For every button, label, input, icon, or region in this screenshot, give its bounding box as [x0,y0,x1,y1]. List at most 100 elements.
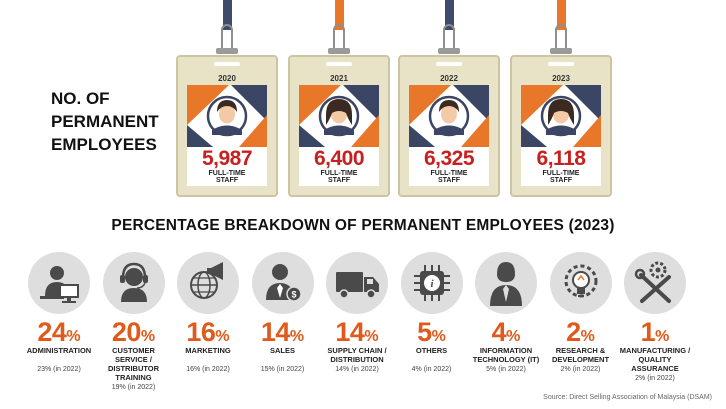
percentage-value: 14 [335,317,365,347]
percentage-symbol: % [140,328,156,345]
percentage-symbol: % [580,328,595,345]
percentage-value: 2 [566,317,581,347]
badge-card: 6,400 FULL-TIME STAFF [299,85,379,186]
percentage-symbol: % [289,328,305,345]
category-previous-year: 2% (in 2022) [635,375,675,382]
category-percentage: 24% [22,318,96,346]
badge-clip-bar [550,48,572,54]
category-previous-year: 15% (in 2022) [260,366,305,373]
category-item: 24% ADMINISTRATION 23% (in 2022) [22,252,96,373]
category-item: 2% RESEARCH & DEVELOPMENT 2% (in 2022) [544,252,618,373]
employee-count: 6,118 [536,147,586,170]
category-item: 14% SUPPLY CHAIN / DISTRIBUTION 14% (in 20… [320,252,394,373]
section-title: PERCENTAGE BREAKDOWN OF PERMANENT EMPLOY… [111,217,615,234]
salesperson-icon: $ [251,252,314,314]
badge-slot [436,62,462,66]
badge-year: 2023 [552,74,570,83]
administration-icon [28,252,90,314]
employee-count: 6,325 [423,147,475,170]
badge-card: 5,987 FULL-TIME STAFF [187,85,267,186]
category-percentage: 4% [469,318,543,346]
employee-badge: 2021 6,400 FULL-TIME STAFF [288,55,390,197]
badge-card: 6,325 FULL-TIME STAFF [409,85,489,186]
category-item: i 5% OTHERS 4% (in 2022) [395,252,469,373]
category-percentage: 1% [618,318,692,346]
truck-icon [326,252,388,314]
full-time-staff-label: FULL-TIME STAFF [208,170,246,184]
svg-text:i: i [430,278,434,290]
employee-count: 5,987 [201,147,253,170]
category-previous-year: 14% (in 2022) [335,366,379,373]
category-percentage: 2% [544,318,618,346]
category-previous-year: 5% (in 2022) [486,366,526,373]
category-name: MANUFACTURING / QUALITY ASSURANCE [619,346,691,373]
percentage-symbol: % [506,328,521,345]
category-item: 4% INFORMATION TECHNOLOGY (IT) 5% (in 2022… [469,252,543,373]
category-item: 20% CUSTOMER SERVICE / DISTRIBUTOR TRAINI… [97,252,171,391]
lightbulb-gear-icon [549,252,612,314]
full-time-staff-label: FULL-TIME STAFF [320,170,358,184]
employee-badge: 2020 5,987 FULL-TIME STAFF [176,55,278,197]
badge-slot [548,62,574,66]
lanyard-strap [445,0,454,30]
badge-clip-bar [216,48,238,54]
category-percentage: 14% [246,318,320,346]
badge-clip-bar [438,48,460,54]
category-previous-year: 2% (in 2022) [560,366,601,373]
percentage-value: 1 [640,317,656,347]
category-name: ADMINISTRATION [26,346,92,355]
category-name: SUPPLY CHAIN / DISTRIBUTION [327,346,387,364]
svg-text:$: $ [291,290,296,300]
heading-permanent-employees: NO. OF PERMANENT EMPLOYEES [51,89,159,154]
info-chip-icon: i [400,252,463,314]
percentage-symbol: % [655,328,670,345]
badge-year: 2020 [218,74,236,83]
employee-badge: 2022 6,325 FULL-TIME STAFF [398,55,500,197]
male-person-icon [409,85,489,152]
category-item: 1% MANUFACTURING / QUALITY ASSURANCE 2% (i… [618,252,692,382]
badge-slot [326,62,352,66]
employee-count: 6,400 [313,147,365,170]
tools-gear-icon [624,252,686,314]
employee-badge: 2023 6,118 FULL-TIME STAFF [510,55,612,197]
full-time-staff-label: FULL-TIME STAFF [430,170,468,184]
category-percentage: 20% [97,318,171,346]
percentage-value: 4 [491,317,507,347]
percentage-value: 16 [186,317,216,347]
category-item: $14% SALES 15% (in 2022) [246,252,320,373]
female-person-icon [299,85,379,152]
badge-year: 2022 [440,74,458,83]
full-time-staff-label: FULL-TIME STAFF [542,170,580,184]
category-previous-year: 16% (in 2022) [186,366,230,373]
category-name: INFORMATION TECHNOLOGY (IT) [472,346,540,364]
percentage-symbol: % [431,328,446,345]
percentage-value: 24 [37,317,67,347]
category-previous-year: 4% (in 2022) [411,366,452,373]
percentage-symbol: % [364,328,379,345]
percentage-value: 14 [260,317,291,347]
badge-year: 2021 [330,74,348,83]
category-item: 16% MARKETING 16% (in 2022) [171,252,245,373]
male-person-icon [187,85,267,152]
category-previous-year: 19% (in 2022) [111,384,156,391]
megaphone-globe-icon [177,252,239,314]
percentage-symbol: % [66,328,81,345]
category-percentage: 14% [320,318,394,346]
source-note: Source: Direct Selling Association of Ma… [543,394,712,401]
lanyard-strap [557,0,566,30]
category-percentage: 16% [171,318,245,346]
it-person-icon [475,252,537,314]
lanyard-strap [335,0,344,30]
headset-icon [102,252,165,314]
badge-clip-bar [328,48,350,54]
badge-card: 6,118 FULL-TIME STAFF [521,85,601,186]
category-name: CUSTOMER SERVICE / DISTRIBUTOR TRAINING [107,346,160,382]
lanyard-strap [223,0,232,30]
category-percentage: 5% [395,318,469,346]
category-name: MARKETING [185,346,231,355]
female-person-icon [521,85,601,152]
badge-slot [214,62,240,66]
percentage-value: 5 [417,317,432,347]
category-name: SALES [269,346,295,355]
category-name: OTHERS [415,346,448,355]
